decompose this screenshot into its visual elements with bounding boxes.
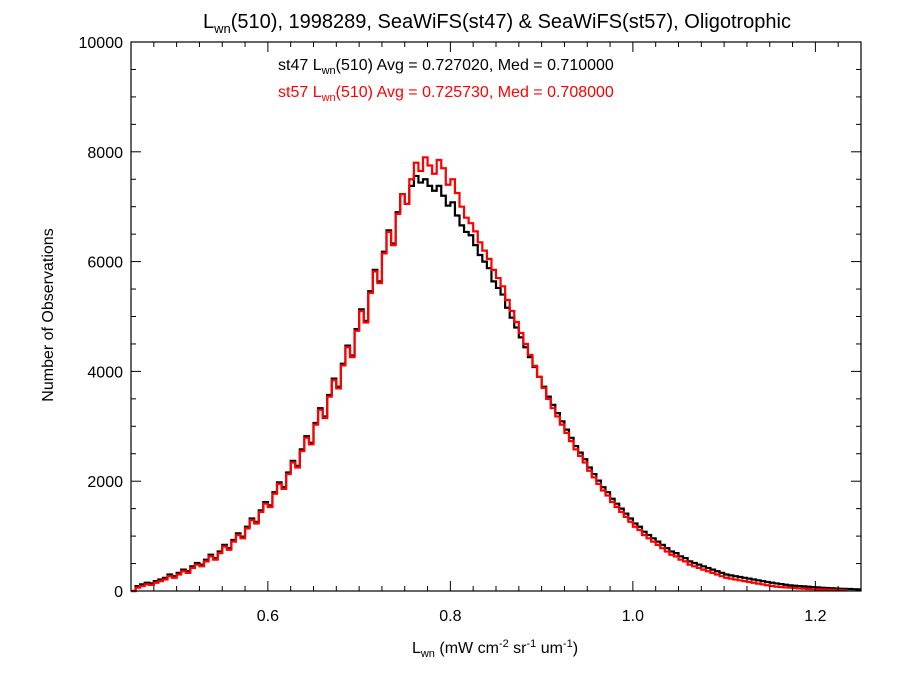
histogram-series-st47 (131, 174, 861, 593)
x-tick-label: 1.0 (622, 608, 644, 625)
chart-title: Lwn(510), 1998289, SeaWiFS(st47) & SeaWi… (203, 11, 791, 36)
x-axis-label-unit-3: um (536, 640, 563, 657)
annotation-st57: st57 Lwn(510) Avg = 0.725730, Med = 0.70… (278, 84, 614, 104)
x-axis-label-subscript: wn (420, 648, 435, 660)
x-axis-label-superscript-3: -1 (563, 638, 573, 650)
annotation-st57-pre: st57 L (278, 84, 322, 101)
annotation-st57-subscript: wn (321, 92, 336, 104)
annotation-st57-stats: (510) Avg = 0.725730, Med = 0.708000 (336, 84, 614, 101)
annotation-st47-subscript: wn (321, 65, 336, 77)
y-tick-label: 8000 (87, 145, 123, 162)
y-axis-ticks: 0 2000 4000 6000 8000 10000 (79, 35, 861, 601)
histogram-series-st57 (131, 156, 848, 593)
plot-frame (130, 41, 862, 592)
y-tick-label: 6000 (87, 255, 123, 272)
x-tick-label: 0.8 (439, 608, 461, 625)
chart-title-rest: (510), 1998289, SeaWiFS(st47) & SeaWiFS(… (231, 11, 791, 33)
x-axis-label-unit-2: sr (509, 640, 527, 657)
x-tick-label: 1.2 (804, 608, 826, 625)
annotation-st47-stats: (510) Avg = 0.727020, Med = 0.710000 (336, 57, 614, 74)
x-axis-label-superscript-1: -2 (499, 638, 509, 650)
x-axis-label-close: ) (573, 640, 578, 657)
y-tick-label: 10000 (79, 35, 124, 52)
y-tick-label: 2000 (87, 474, 123, 491)
x-axis-label-superscript-2: -1 (526, 638, 536, 650)
chart-title-main: L (203, 11, 214, 33)
y-tick-label: 4000 (87, 364, 123, 381)
x-axis-label-symbol: L (412, 640, 421, 657)
x-axis-label-unit-1: (mW cm (435, 640, 499, 657)
y-tick-label: 0 (114, 584, 123, 601)
x-tick-label: 0.6 (257, 608, 279, 625)
chart-title-subscript: wn (213, 21, 231, 36)
annotation-st47-pre: st47 L (278, 57, 322, 74)
x-axis-ticks: 0.6 0.8 1.0 1.2 (130, 42, 862, 625)
annotation-st47: st47 Lwn(510) Avg = 0.727020, Med = 0.71… (278, 57, 614, 77)
y-axis-label: Number of Observations (40, 228, 57, 401)
x-axis-label: Lwn (mW cm-2 sr-1 um-1) (412, 638, 578, 660)
series-layer (131, 156, 861, 593)
